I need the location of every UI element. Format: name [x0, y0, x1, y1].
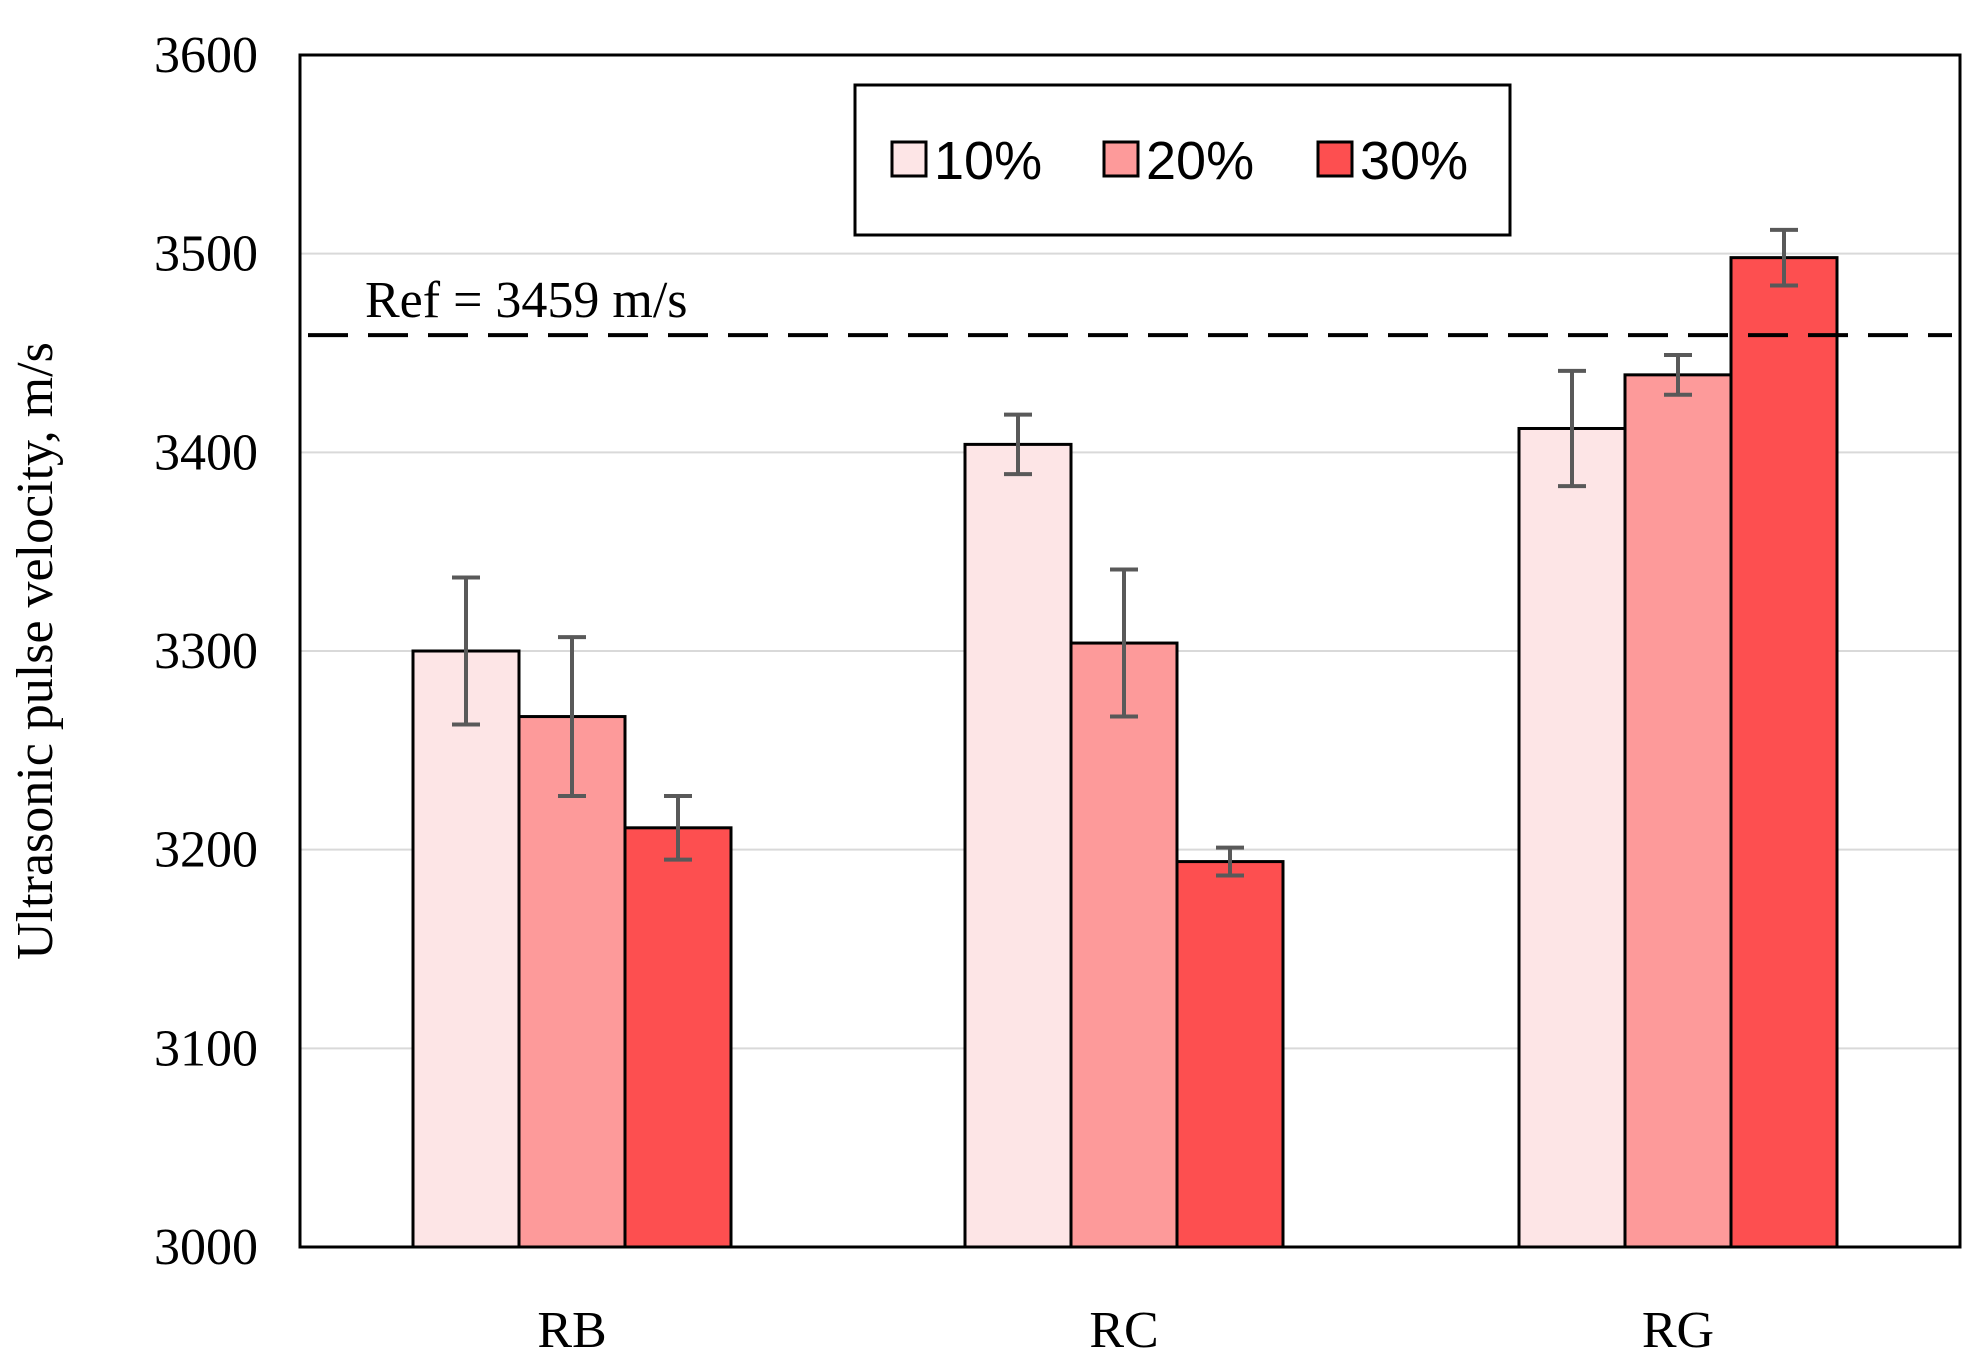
y-tick-label: 3600 — [154, 27, 258, 84]
bar — [517, 715, 627, 1249]
y-tick-label: 3100 — [154, 1020, 258, 1077]
y-tick-label: 3200 — [154, 822, 258, 879]
bar — [411, 649, 521, 1249]
x-category-label: RG — [1642, 1302, 1714, 1359]
legend-box — [853, 83, 1512, 237]
legend: 10% 20% 30% — [853, 83, 1512, 237]
error-bars — [452, 227, 1798, 878]
legend-label: 30% — [1360, 131, 1468, 191]
bar — [1175, 860, 1285, 1249]
y-axis-title: Ultrasonic pulse velocity, m/s — [7, 342, 64, 960]
bar — [1517, 426, 1627, 1249]
reference-label: Ref = 3459 m/s — [365, 272, 688, 329]
bar — [1729, 256, 1839, 1249]
y-tick-label: 3500 — [154, 226, 258, 283]
bar — [1069, 641, 1179, 1249]
y-tick-label: 3400 — [154, 424, 258, 481]
bar — [963, 442, 1073, 1249]
legend-label: 10% — [934, 131, 1042, 191]
y-tick-labels: 3000 3100 3200 3300 3400 3500 3600 — [154, 27, 258, 1276]
bar — [1623, 373, 1733, 1249]
y-tick-label: 3000 — [154, 1219, 258, 1276]
legend-swatch — [1102, 140, 1140, 178]
x-category-label: RB — [537, 1302, 606, 1359]
x-category-labels: RB RC RG — [537, 1302, 1714, 1359]
bar — [623, 826, 733, 1249]
plot-frame — [298, 53, 1962, 1249]
reference-line-group: Ref = 3459 m/s — [308, 272, 1952, 338]
legend-swatch — [1316, 140, 1354, 178]
bars — [411, 256, 1839, 1249]
y-tick-label: 3300 — [154, 623, 258, 680]
legend-label: 20% — [1146, 131, 1254, 191]
x-category-label: RC — [1089, 1302, 1158, 1359]
legend-swatch — [890, 140, 928, 178]
